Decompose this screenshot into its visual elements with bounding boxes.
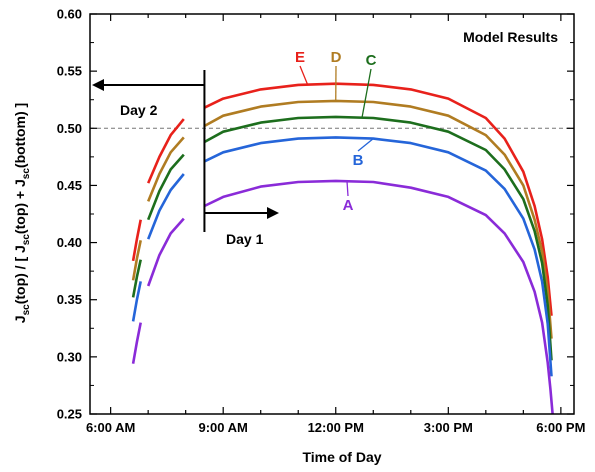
y-title-mid2: (top) + J [12, 179, 28, 234]
y-tick-label: 0.45 [57, 178, 82, 193]
day2-label: Day 2 [120, 102, 158, 118]
y-title-sub2: sc [21, 234, 32, 246]
leader-line-A [346, 181, 349, 197]
y-tick-label: 0.50 [57, 121, 82, 136]
x-tick-label: 12:00 PM [308, 420, 364, 435]
y-title-sub3: sc [21, 168, 32, 180]
annotation-layer: Model Results Day 2 Day 1 [92, 29, 558, 247]
x-tick-label: 6:00 AM [86, 420, 135, 435]
series-A-segment-2 [146, 217, 185, 287]
series-layer: E D C B A [131, 49, 554, 415]
series-label-E: E [295, 49, 305, 66]
series-B-segment-2 [146, 173, 185, 240]
series-C-segment-3 [203, 115, 553, 361]
series-E-segment-2 [147, 118, 185, 184]
series-D-segment-3 [203, 99, 553, 339]
y-tick-label: 0.35 [57, 292, 82, 307]
y-title-end: (bottom) ] [12, 103, 28, 168]
leader-line-B [357, 138, 374, 152]
x-tick-label: 9:00 AM [199, 420, 248, 435]
leader-line-C [361, 68, 372, 118]
y-tick-label: 0.25 [57, 407, 82, 422]
series-label-D: D [331, 49, 342, 66]
series-A-segment-1 [131, 322, 142, 364]
day1-label: Day 1 [226, 231, 264, 247]
x-tick-label: 6:00 PM [536, 420, 585, 435]
series-B-segment-3 [203, 136, 553, 377]
y-title-j1: J [12, 315, 28, 323]
y-tick-label: 0.55 [57, 64, 82, 79]
series-label-C: C [366, 52, 377, 69]
y-title-mid1: (top) / [ J [12, 245, 28, 304]
series-label-A: A [343, 197, 354, 214]
series-D-segment-2 [146, 136, 185, 202]
y-tick-label: 0.40 [57, 235, 82, 250]
series-E-segment-3 [203, 82, 553, 316]
series-D-segment-1 [131, 240, 142, 281]
day2-arrowhead [92, 79, 104, 91]
model-results-label: Model Results [463, 29, 558, 45]
series-C-segment-1 [131, 259, 142, 298]
leader-line-E [299, 65, 309, 85]
y-axis-title: Jsc(top) / [ Jsc(top) + Jsc(bottom) ] [12, 103, 32, 323]
x-tick-label: 3:00 PM [424, 420, 473, 435]
series-B-segment-1 [131, 281, 142, 322]
axis-layer: 0.25 0.30 0.35 0.40 0.45 0.50 0.55 0.60 6:00 AM 9… [57, 7, 586, 436]
series-A-segment-3 [203, 179, 554, 415]
day1-arrowhead [267, 207, 279, 219]
y-tick-label: 0.30 [57, 349, 82, 364]
series-E-segment-1 [131, 219, 142, 262]
series-label-B: B [353, 152, 364, 169]
series-C-segment-2 [146, 153, 185, 221]
x-axis-title: Time of Day [302, 449, 381, 465]
y-tick-label: 0.60 [57, 7, 82, 22]
y-title-sub1: sc [21, 304, 32, 316]
